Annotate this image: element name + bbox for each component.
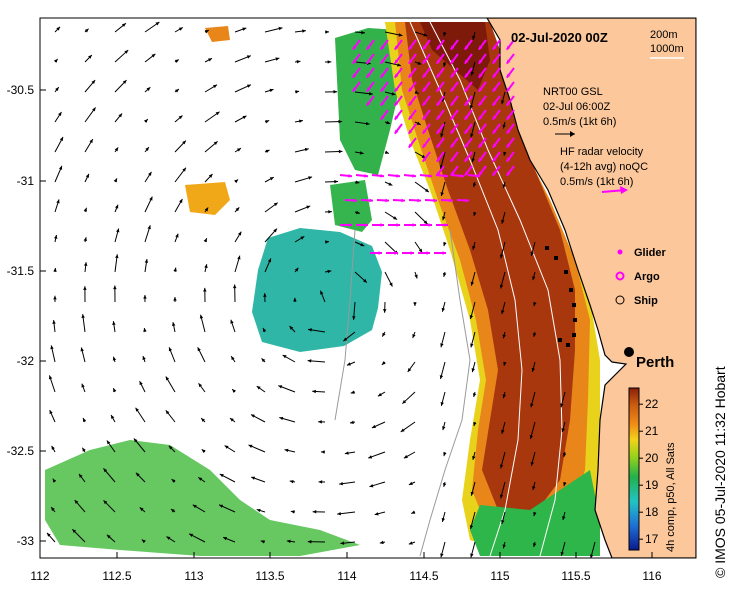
x-tick-label: 114.5 (409, 569, 438, 583)
colorbar-label: 4h comp, p50, All Sats (665, 442, 677, 552)
x-tick-label: 113.5 (255, 569, 284, 583)
imos-credit: © IMOS 05-Jul-2020 11:32 Hobart (712, 366, 728, 578)
ship-legend-label: Ship (634, 295, 658, 307)
y-tick-label: -32.5 (7, 444, 35, 458)
x-tick-label: 112.5 (102, 569, 131, 583)
glider-position (554, 256, 558, 260)
glider-position (558, 338, 562, 342)
glider-position (569, 288, 573, 292)
y-tick-label: -31 (17, 174, 35, 188)
x-tick-label: 112 (30, 569, 49, 583)
perth-label: Perth (636, 354, 674, 371)
x-tick-label: 115 (490, 569, 509, 583)
sst-offshore-teal-blob (252, 228, 382, 352)
colorbar-ramp (629, 388, 639, 550)
argo-legend-label: Argo (634, 271, 660, 283)
colorbar-tick-label: 22 (645, 397, 659, 411)
gsl-legend-line-3: 0.5m/s (1kt 6h) (543, 116, 616, 128)
perth-marker (624, 347, 634, 357)
glider-position (566, 343, 570, 347)
glider-position (572, 303, 576, 307)
colorbar-tick-label: 17 (645, 532, 659, 546)
gsl-legend-line-2: 02-Jul 06:00Z (543, 101, 611, 113)
glider-position (545, 246, 549, 250)
date-label: 02-Jul-2020 00Z (511, 30, 608, 45)
glider-position (572, 333, 576, 337)
glider-symbol-icon (618, 250, 623, 255)
x-tick-label: 116 (642, 569, 661, 583)
isobath-label-200m: 200m (650, 29, 678, 41)
x-tick-label: 115.5 (561, 569, 590, 583)
y-tick-label: -32 (17, 354, 35, 368)
x-tick-label: 114 (337, 569, 356, 583)
y-tick-label: -33 (17, 534, 35, 548)
gsl-legend-line-1: NRT00 GSL (543, 86, 603, 98)
hf-legend-line-2: (4-12h avg) noQC (560, 161, 648, 173)
hf-legend-line-3: 0.5m/s (1kt 6h) (560, 176, 633, 188)
hf-legend-line-1: HF radar velocity (560, 146, 644, 158)
colorbar-tick-label: 19 (645, 478, 659, 492)
x-tick-label: 113 (184, 569, 203, 583)
y-tick-label: -30.5 (7, 83, 35, 97)
colorbar-tick-label: 20 (645, 451, 659, 465)
glider-position (573, 318, 577, 322)
colorbar-tick-label: 21 (645, 424, 659, 438)
glider-position (564, 270, 568, 274)
y-tick-label: -31.5 (7, 264, 35, 278)
isobath-label-1000m: 1000m (650, 43, 684, 55)
colorbar-tick-label: 18 (645, 505, 659, 519)
glider-legend-label: Glider (634, 247, 667, 259)
